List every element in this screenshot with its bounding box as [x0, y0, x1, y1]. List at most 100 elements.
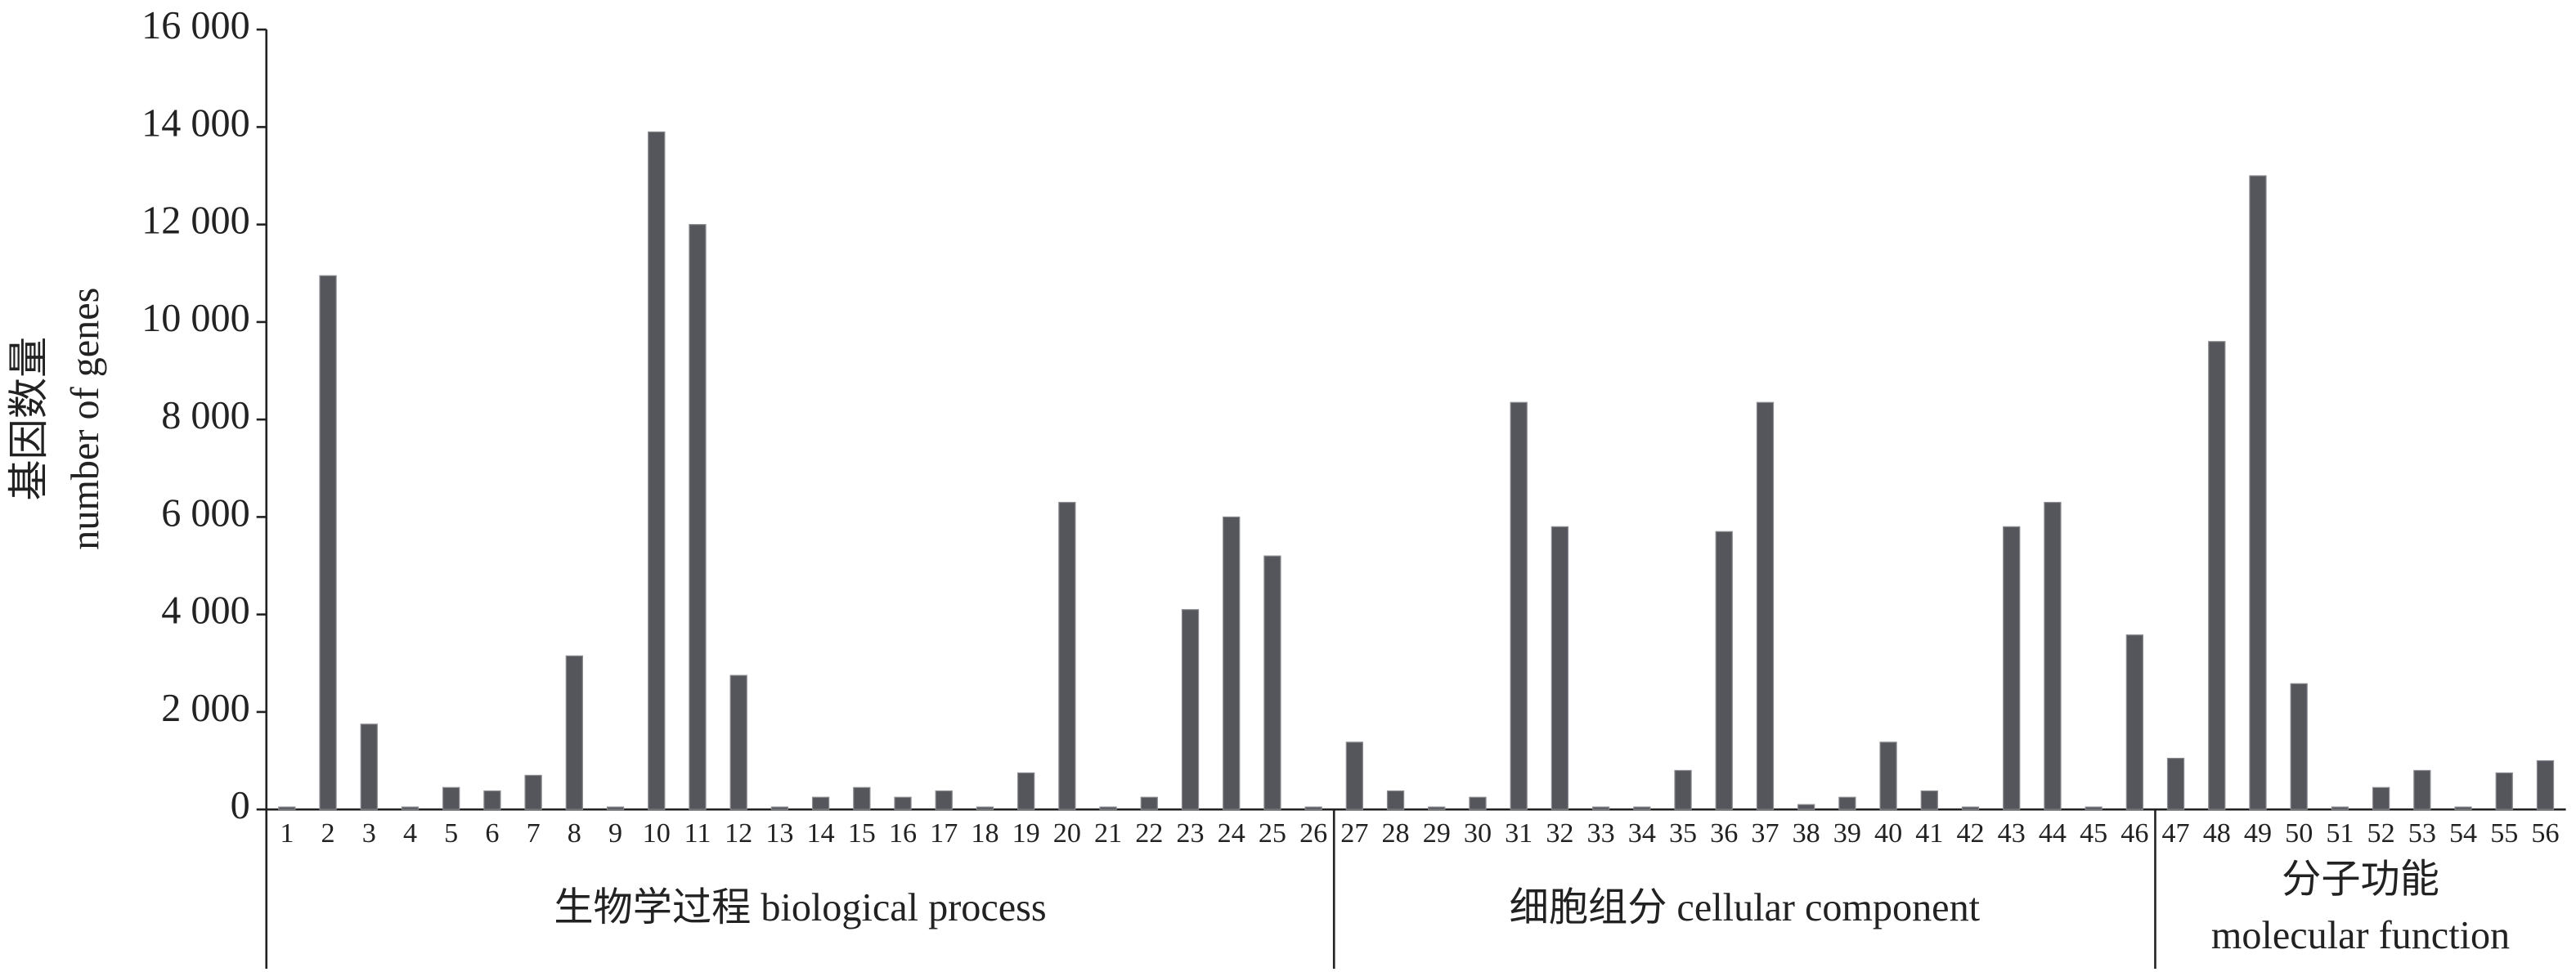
- bar: [1838, 796, 1856, 810]
- bar: [2495, 772, 2513, 810]
- bar: [1140, 796, 1158, 810]
- x-tick-label: 1: [280, 818, 294, 849]
- x-tick-label: 31: [1505, 818, 1533, 849]
- x-tick-label: 8: [568, 818, 581, 849]
- bar: [2003, 526, 2021, 810]
- x-tick-label: 12: [725, 818, 752, 849]
- bar: [976, 806, 994, 810]
- bar: [1223, 516, 1241, 810]
- bar: [2208, 341, 2226, 810]
- bar: [1797, 804, 1815, 810]
- y-tick-label: 10 000: [141, 297, 250, 340]
- y-axis-label: 基因数量 number of genes: [6, 288, 107, 550]
- x-tick-label: 39: [1833, 818, 1861, 849]
- bar: [2125, 634, 2143, 810]
- bar: [689, 224, 707, 810]
- x-tick-label: 18: [971, 818, 999, 849]
- x-tick-label: 41: [1915, 818, 1943, 849]
- x-tick-label: 35: [1669, 818, 1697, 849]
- x-tick-label: 15: [848, 818, 876, 849]
- x-tick-label: 34: [1628, 818, 1656, 849]
- x-tick-label: 20: [1053, 818, 1081, 849]
- bar: [935, 790, 953, 810]
- bar: [894, 796, 912, 810]
- bar: [1181, 609, 1200, 810]
- x-tick-label: 3: [362, 818, 376, 849]
- bar: [565, 655, 583, 810]
- x-tick-label: 40: [1874, 818, 1902, 849]
- bar: [278, 806, 296, 810]
- bar: [1879, 741, 1897, 810]
- bar: [1961, 806, 1980, 810]
- x-tick-label: 52: [2367, 818, 2395, 849]
- bar: [1591, 806, 1610, 810]
- x-tick-label: 6: [485, 818, 499, 849]
- y-tick-label: 2 000: [161, 687, 249, 730]
- x-tick-label: 24: [1218, 818, 1245, 849]
- bar: [853, 786, 871, 810]
- bar: [401, 806, 420, 810]
- x-tick-label: 42: [1956, 818, 1984, 849]
- x-tick-label: 21: [1094, 818, 1122, 849]
- x-tick-label: 27: [1340, 818, 1368, 849]
- y-label-cn: 基因数量: [6, 337, 52, 501]
- x-tick-label: 2: [321, 818, 335, 849]
- bar: [2413, 769, 2431, 810]
- x-tick-label: 55: [2490, 818, 2518, 849]
- x-tick-label: 51: [2326, 818, 2354, 849]
- x-tick-label: 36: [1710, 818, 1738, 849]
- bar: [1756, 401, 1775, 810]
- bar: [2331, 806, 2349, 810]
- y-tick-label: 0: [231, 784, 250, 827]
- bar: [1510, 401, 1528, 810]
- y-tick-label: 6 000: [161, 491, 249, 535]
- bar: [2454, 806, 2472, 810]
- bar: [2085, 806, 2103, 810]
- bar: [2044, 501, 2062, 810]
- x-tick-label: 9: [608, 818, 622, 849]
- x-tick-label: 5: [444, 818, 458, 849]
- bar: [2372, 786, 2390, 810]
- bar: [1469, 796, 1487, 810]
- group-label: 分子功能: [2282, 858, 2439, 902]
- x-tick-label: 48: [2203, 818, 2231, 849]
- bar: [648, 131, 666, 810]
- bar: [1017, 772, 1035, 810]
- x-tick-label: 38: [1793, 818, 1820, 849]
- group-label: 生物学过程 biological process: [554, 886, 1046, 929]
- x-tick-label: 32: [1546, 818, 1573, 849]
- bar: [729, 674, 747, 810]
- bar: [2536, 759, 2555, 810]
- bar: [1099, 806, 1117, 810]
- bar: [1304, 806, 1322, 810]
- x-tick-label: 54: [2449, 818, 2477, 849]
- bar: [524, 774, 542, 810]
- x-tick-label: 7: [527, 818, 541, 849]
- bar: [1263, 555, 1281, 810]
- x-tick-label: 22: [1135, 818, 1163, 849]
- x-tick-label: 23: [1176, 818, 1204, 849]
- x-tick-label: 11: [684, 818, 711, 849]
- x-tick-label: 29: [1423, 818, 1451, 849]
- bar: [1428, 806, 1446, 810]
- x-tick-label: 37: [1751, 818, 1779, 849]
- y-tick-label: 8 000: [161, 394, 249, 437]
- x-tick-label: 50: [2285, 818, 2313, 849]
- bar: [2249, 175, 2267, 810]
- bar: [1058, 501, 1076, 810]
- x-tick-label: 28: [1381, 818, 1409, 849]
- x-tick-label: 14: [807, 818, 835, 849]
- bar: [811, 796, 830, 810]
- bar: [1386, 790, 1405, 810]
- x-tick-label: 13: [765, 818, 793, 849]
- x-tick-label: 30: [1464, 818, 1492, 849]
- x-tick-label: 33: [1587, 818, 1615, 849]
- y-tick-label: 12 000: [141, 199, 250, 243]
- y-tick-label: 4 000: [161, 589, 249, 633]
- bar: [606, 806, 625, 810]
- x-tick-label: 45: [2080, 818, 2107, 849]
- bar: [442, 786, 460, 810]
- bar: [1345, 741, 1363, 810]
- bar: [360, 723, 378, 810]
- x-tick-label: 10: [643, 818, 671, 849]
